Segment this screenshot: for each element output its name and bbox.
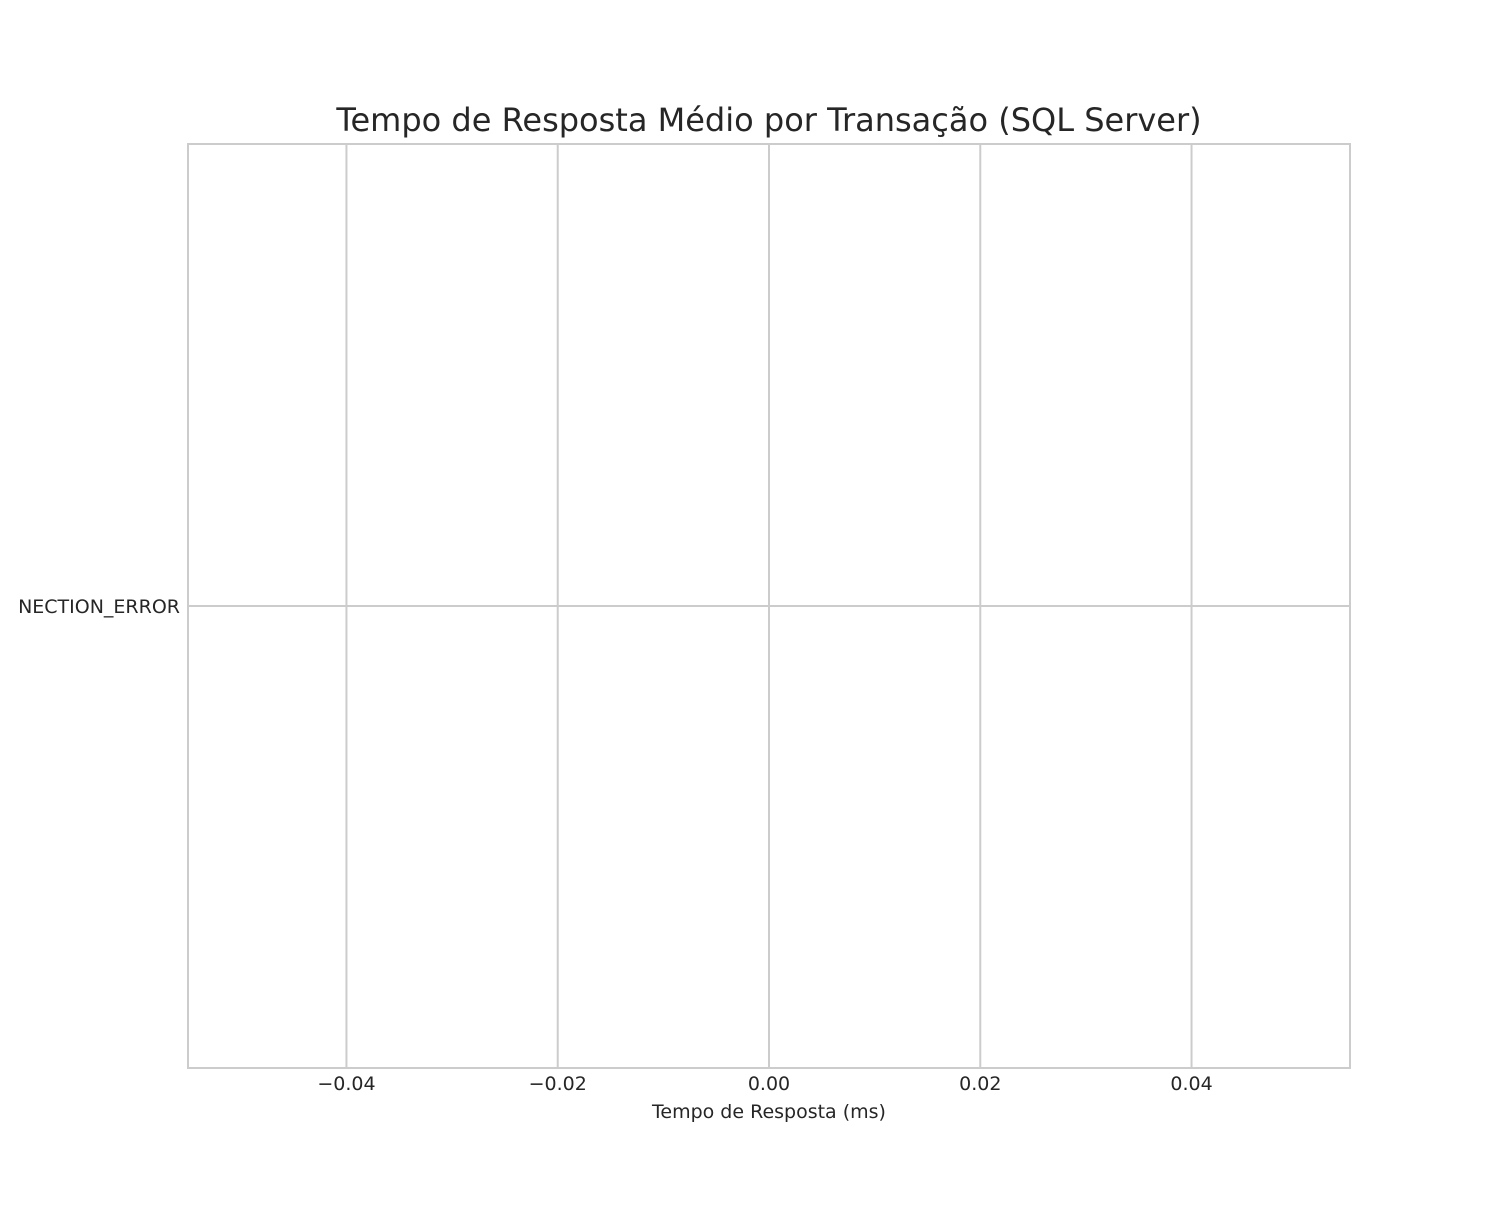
x-tick-label: 0.04 xyxy=(1170,1073,1212,1095)
y-tick-label: NECTION_ERROR xyxy=(18,596,180,618)
x-axis-label: Tempo de Resposta (ms) xyxy=(651,1101,886,1123)
grid-layer xyxy=(188,144,1350,1068)
chart-title: Tempo de Resposta Médio por Transação (S… xyxy=(335,101,1201,139)
x-tick-label: 0.02 xyxy=(959,1073,1001,1095)
tick-layer: −0.04 −0.02 0.00 0.02 0.04 NECTION_ERROR xyxy=(18,596,1213,1095)
x-tick-label: −0.04 xyxy=(317,1073,375,1095)
plot-frame xyxy=(187,143,1351,1069)
x-tick-label: −0.02 xyxy=(529,1073,587,1095)
x-tick-label: 0.00 xyxy=(748,1073,790,1095)
